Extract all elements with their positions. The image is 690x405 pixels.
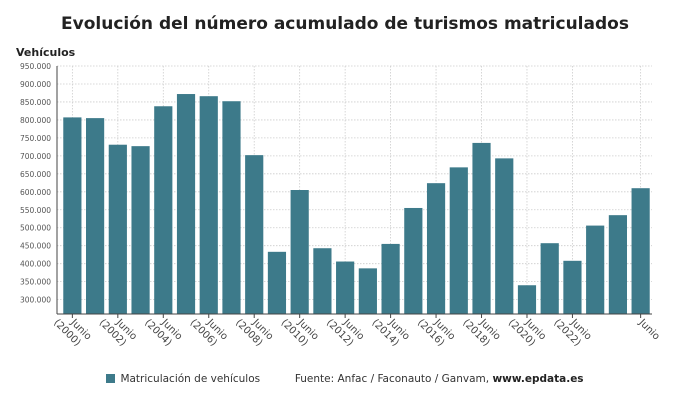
y-tick-label: 550.000	[20, 206, 51, 215]
y-axis-label: Vehículos	[16, 46, 76, 59]
y-tick-label: 700.000	[20, 152, 51, 161]
y-tick-label: 450.000	[20, 242, 51, 251]
bar	[586, 225, 605, 314]
bar	[495, 158, 514, 314]
bar	[131, 146, 150, 314]
y-tick-label: 400.000	[20, 260, 51, 269]
bar	[86, 118, 105, 315]
y-tick-label: 800.000	[20, 116, 51, 125]
legend-label: Matriculación de vehículos	[120, 373, 261, 385]
bar	[108, 144, 127, 314]
x-tick-label: Junio	[636, 317, 662, 343]
y-tick-label: 750.000	[20, 134, 51, 143]
bar	[154, 106, 173, 315]
source-link[interactable]: www.epdata.es	[492, 373, 584, 385]
bar	[631, 188, 650, 314]
bar	[517, 285, 537, 314]
y-tick-label: 300.000	[20, 296, 51, 305]
y-tick-label: 850.000	[20, 98, 51, 107]
bar	[245, 155, 264, 314]
y-tick-label: 600.000	[20, 188, 51, 197]
bar	[63, 117, 82, 315]
y-tick-label: 900.000	[20, 80, 51, 89]
bar	[563, 260, 582, 314]
bar	[336, 261, 355, 314]
bar	[176, 94, 196, 314]
bar	[358, 268, 377, 314]
bar	[426, 183, 446, 314]
bar	[540, 243, 559, 314]
y-tick-label: 500.000	[20, 224, 51, 233]
y-tick-label: 650.000	[20, 170, 51, 179]
bar	[290, 190, 309, 314]
bar	[404, 207, 423, 314]
bar	[199, 96, 218, 314]
bar	[222, 101, 241, 314]
y-tick-label: 350.000	[20, 278, 51, 287]
legend: Matriculación de vehículos Fuente: Anfac…	[0, 373, 690, 385]
bar	[608, 215, 627, 314]
bar	[381, 243, 400, 314]
legend-swatch	[106, 374, 116, 383]
bar	[472, 142, 491, 314]
y-tick-label: 950.000	[20, 62, 51, 71]
bar	[449, 167, 468, 314]
chart-title: Evolución del número acumulado de turism…	[61, 14, 629, 34]
source-text: Fuente: Anfac / Faconauto / Ganvam,	[294, 373, 493, 385]
bar	[313, 248, 332, 314]
bar	[267, 251, 287, 314]
